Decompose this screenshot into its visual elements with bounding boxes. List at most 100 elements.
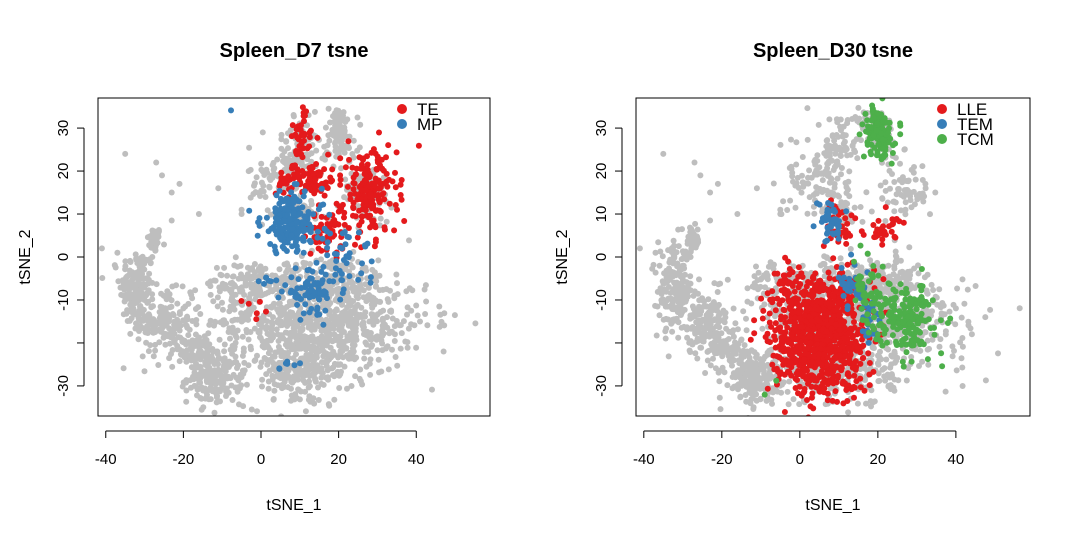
cell-point [954,367,960,373]
cell-point [295,344,301,350]
cell-point [726,353,732,359]
series-point [274,216,280,222]
cell-point [893,249,899,255]
cell-point [339,310,345,316]
cell-point [663,326,669,332]
cell-point [441,310,447,316]
cell-point [258,161,264,167]
cell-point [830,417,836,423]
cell-point [715,320,721,326]
cell-point [330,364,336,370]
cell-point [750,406,756,412]
cell-point [209,353,215,359]
cell-point [326,401,332,407]
series-point [337,182,343,188]
series-point [285,201,291,207]
series-point [323,179,329,185]
cell-point [744,327,750,333]
series-point [255,233,261,239]
cell-point [666,353,672,359]
cell-point [821,171,827,177]
series-point [355,196,361,202]
cell-point [205,330,211,336]
series-point [257,299,263,305]
cell-point [193,332,199,338]
cell-point [718,406,724,412]
cell-point [166,325,172,331]
y-tick-label: 10 [55,206,72,223]
series-point [373,237,379,243]
cell-point [788,137,794,143]
cell-point [264,318,270,324]
cell-point [128,284,134,290]
cell-point [316,397,322,403]
cell-point [381,331,387,337]
cell-point [158,329,164,335]
series-point [368,191,374,197]
series-point [345,138,351,144]
cell-point [171,336,177,342]
cell-point [259,384,265,390]
cell-point [315,385,321,391]
series-point [299,132,305,138]
cell-point [850,143,856,149]
cell-point [796,185,802,191]
cell-point [132,326,138,332]
cell-point [355,115,361,121]
cell-point [408,308,414,314]
cell-point [268,177,274,183]
cell-point [273,286,279,292]
cell-point [395,291,401,297]
series-point [319,186,325,192]
cell-point [214,393,220,399]
cell-point [224,273,230,279]
series-point [385,142,391,148]
cell-point [149,245,155,251]
cell-point [422,287,428,293]
cell-point [258,364,264,370]
cell-point [372,269,378,275]
series-point [315,229,321,235]
series-point [299,140,305,146]
cell-point [766,264,772,270]
cell-point [694,233,700,239]
cell-point [666,266,672,272]
series-point [294,151,300,157]
series-point [300,154,306,160]
cell-point [128,259,134,265]
cell-point [711,348,717,354]
cell-point [185,316,191,322]
cell-point [266,379,272,385]
cell-point [413,345,419,351]
cell-point [196,372,202,378]
series-point [375,192,381,198]
cell-point [220,322,226,328]
cell-point [784,207,790,213]
cell-point [668,321,674,327]
cell-point [332,140,338,146]
cell-point [363,340,369,346]
series-point [386,177,392,183]
series-point [345,184,351,190]
cell-point [780,198,786,204]
x-tick-label: 40 [408,451,425,468]
cell-point [263,371,269,377]
series-point [353,172,359,178]
cell-point [353,285,359,291]
cell-point [336,327,342,333]
legend-swatch [397,119,407,129]
cell-point [143,329,149,335]
cell-point [345,144,351,150]
cell-point [281,274,287,280]
series-point [278,170,284,176]
cell-point [373,283,379,289]
cell-point [149,232,155,238]
cell-point [717,395,723,401]
cell-point [820,261,826,267]
cell-point [834,116,840,122]
cell-point [710,356,716,362]
series-point [394,207,400,213]
cell-point [229,383,235,389]
x-tick-label: -20 [173,451,195,468]
cell-point [269,325,275,331]
